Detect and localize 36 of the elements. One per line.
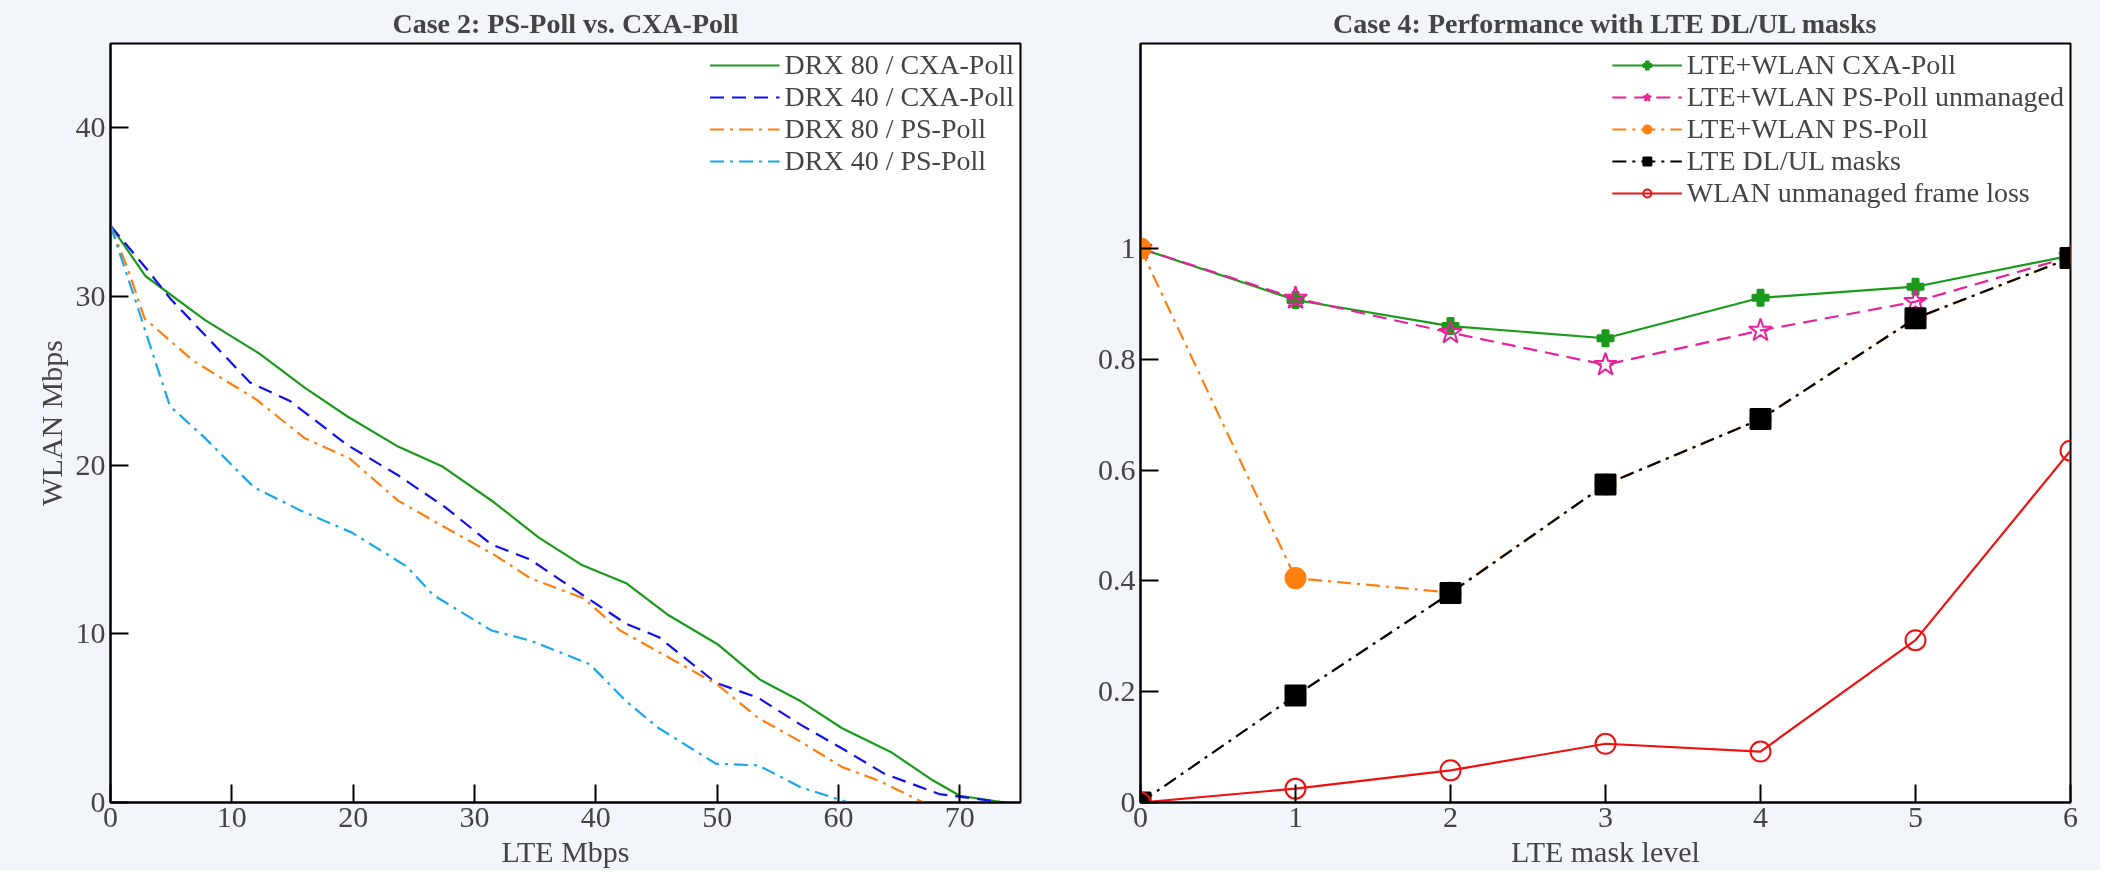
y-tick-label: 10 [75, 616, 106, 650]
x-tick-label: 20 [338, 799, 369, 833]
x-tick-label: 3 [1598, 799, 1613, 833]
x-tick-label: 6 [2063, 799, 2078, 833]
x-tick-label: 50 [702, 799, 733, 833]
y-tick-label: 1 [1120, 230, 1136, 264]
y-axis-title: WLAN Mbps [34, 340, 68, 506]
legend-label: DRX 80 / PS-Poll [784, 113, 987, 145]
chart-title: Case 2: PS-Poll vs. CXA-Poll [392, 7, 739, 39]
x-tick-label: 30 [459, 799, 490, 833]
y-tick-label: 0.2 [1098, 674, 1136, 708]
legend-label: LTE DL/UL masks [1686, 145, 1901, 177]
legend-label: LTE+WLAN PS-Poll [1686, 113, 1928, 145]
x-axis-title: LTE Mbps [501, 834, 630, 868]
chart-title: Case 4: Performance with LTE DL/UL masks [1333, 7, 1877, 39]
x-tick-label: 5 [1908, 799, 1923, 833]
x-axis-title: LTE mask level [1511, 834, 1700, 868]
x-tick-label: 10 [216, 799, 247, 833]
x-tick-label: 70 [944, 799, 975, 833]
x-tick-label: 2 [1443, 799, 1458, 833]
y-tick-label: 0.4 [1098, 563, 1136, 597]
legend-label: LTE+WLAN CXA-Poll [1686, 49, 1956, 81]
y-tick-label: 0.6 [1098, 452, 1136, 486]
y-tick-label: 0.8 [1098, 341, 1136, 375]
legend-label: LTE+WLAN PS-Poll unmanaged [1686, 81, 2064, 113]
y-tick-label: 40 [75, 110, 106, 144]
x-tick-label: 60 [823, 799, 854, 833]
x-tick-label: 40 [580, 799, 611, 833]
y-tick-label: 30 [75, 279, 106, 312]
y-tick-label: 20 [75, 447, 106, 481]
x-tick-label: 4 [1753, 799, 1768, 833]
legend-label: DRX 40 / CXA-Poll [784, 81, 1014, 113]
x-tick-label: 1 [1288, 799, 1303, 833]
legend-label: DRX 80 / CXA-Poll [784, 49, 1014, 81]
legend-label: WLAN unmanaged frame loss [1686, 177, 2030, 209]
legend-label: DRX 40 / PS-Poll [784, 145, 987, 177]
